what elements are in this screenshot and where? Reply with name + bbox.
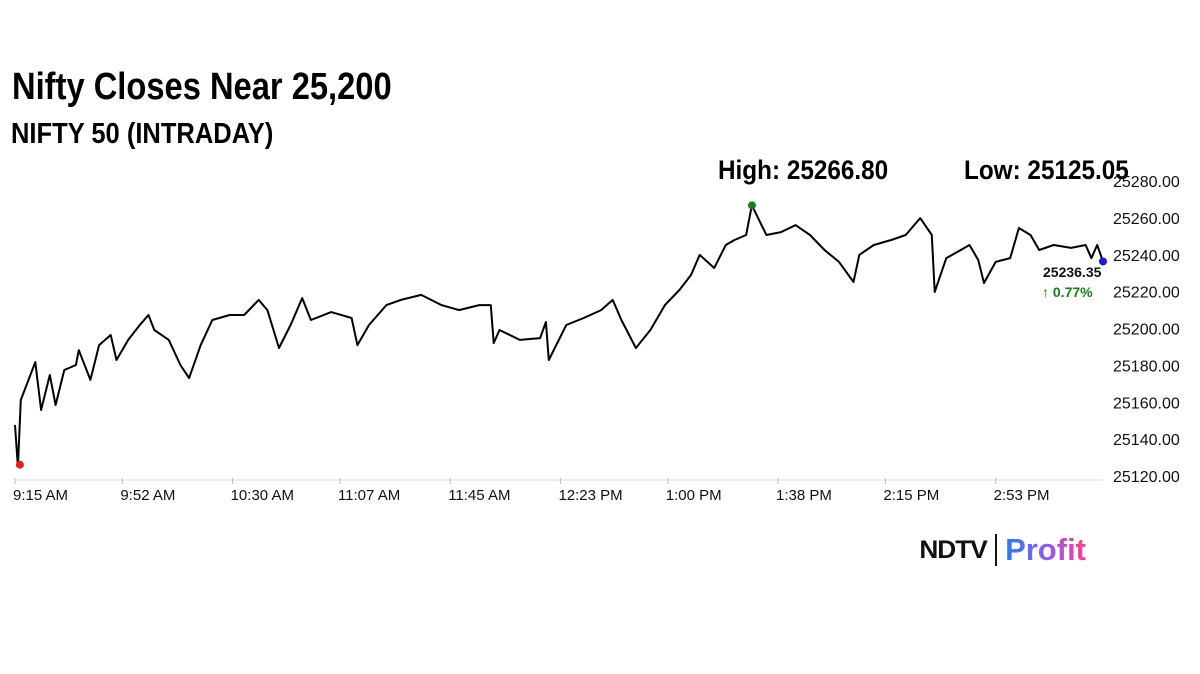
- change-percent-label: ↑ 0.77%: [1042, 284, 1093, 300]
- last-price-marker: [1099, 257, 1107, 266]
- ndtv-profit-logo: NDTV Profit: [919, 532, 1086, 567]
- y-tick-label: 25260.00: [1113, 211, 1180, 228]
- price-line: [14, 204, 1104, 468]
- x-tick-label: 12:23 PM: [558, 487, 622, 504]
- y-tick-label: 25120.00: [1113, 469, 1180, 486]
- y-tick-label: 25280.00: [1113, 174, 1180, 191]
- y-tick-label: 25200.00: [1113, 322, 1180, 339]
- page-title: Nifty Closes Near 25,200: [12, 66, 392, 108]
- low-marker: [15, 460, 24, 469]
- low-label: Low: 25125.05: [964, 155, 1129, 185]
- chart-subtitle: NIFTY 50 (INTRADAY): [11, 118, 274, 150]
- high-marker: [747, 201, 756, 210]
- y-tick-label: 25160.00: [1113, 395, 1180, 412]
- logo-brand: NDTV: [919, 535, 987, 564]
- x-tick-label: 11:45 AM: [448, 487, 510, 504]
- x-tick-label: 2:53 PM: [994, 487, 1050, 504]
- x-tick-label: 1:38 PM: [776, 487, 832, 504]
- x-tick-label: 10:30 AM: [231, 487, 294, 504]
- y-tick-label: 25180.00: [1113, 358, 1180, 375]
- x-tick-label: 11:07 AM: [338, 487, 400, 504]
- x-tick-label: 1:00 PM: [666, 487, 722, 504]
- logo-product: Profit: [1005, 532, 1086, 567]
- y-tick-label: 25220.00: [1113, 285, 1180, 302]
- x-tick-label: 2:15 PM: [883, 487, 939, 504]
- high-label: High: 25266.80: [718, 155, 889, 185]
- y-tick-label: 25140.00: [1113, 432, 1180, 449]
- x-tick-label: 9:15 AM: [13, 487, 68, 504]
- x-tick-label: 9:52 AM: [120, 487, 175, 504]
- last-price-label: 25236.35: [1043, 264, 1102, 280]
- y-tick-label: 25240.00: [1113, 248, 1180, 265]
- logo-divider: [995, 534, 998, 566]
